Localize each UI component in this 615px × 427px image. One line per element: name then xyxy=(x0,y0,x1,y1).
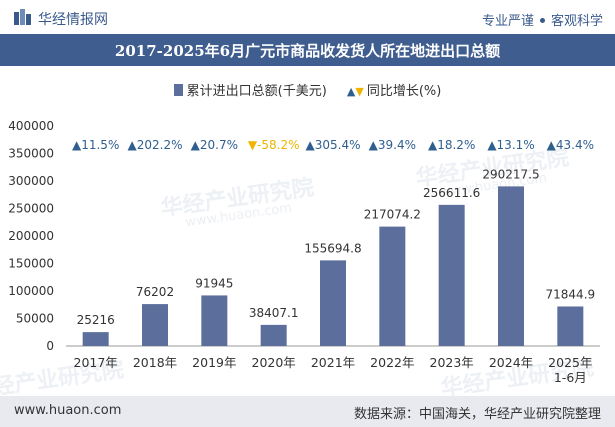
bar-value-label: 76202 xyxy=(136,285,174,299)
growth-value: 20.7% xyxy=(200,138,238,152)
bar-value-label: 71844.9 xyxy=(546,287,596,301)
triangle-up-icon: ▲ xyxy=(128,138,138,152)
y-tick-label: 200000 xyxy=(8,229,54,243)
legend-label-total: 累计进出口总额(千美元) xyxy=(186,84,327,99)
y-tick-label: 250000 xyxy=(8,202,54,216)
x-tick-line: 2019年 xyxy=(192,355,236,370)
title-bar: 2017-2025年6月广元市商品收发货人所在地进出口总额 xyxy=(0,34,615,66)
x-tick-line: 2024年 xyxy=(489,355,533,370)
x-tick-label: 2018年 xyxy=(133,355,177,370)
tagline: 专业严谨 客观科学 xyxy=(482,10,603,29)
bar-value-label: 91945 xyxy=(195,276,233,290)
bar-value-label: 217074.2 xyxy=(364,208,421,222)
legend-item-growth: ▲▼ 同比增长(%) xyxy=(347,80,441,99)
x-tick-label: 2020年 xyxy=(252,355,296,370)
legend-triangle-down-icon: ▼ xyxy=(355,85,364,98)
bar-2 xyxy=(142,304,168,346)
bar-5 xyxy=(320,260,346,346)
growth-label: ▲39.4% xyxy=(369,138,416,152)
chart-legend: 累计进出口总额(千美元) ▲▼ 同比增长(%) xyxy=(0,80,615,99)
growth-label: ▼-58.2% xyxy=(248,138,300,152)
legend-triangle-up-icon: ▲ xyxy=(346,85,356,98)
bar-1 xyxy=(82,332,109,346)
growth-label: ▲20.7% xyxy=(191,138,238,152)
growth-value: 305.4% xyxy=(315,138,361,152)
triangle-up-icon: ▲ xyxy=(72,138,82,152)
bar-6 xyxy=(379,226,406,346)
bar-8 xyxy=(498,186,524,346)
legend-label-growth: 同比增长(%) xyxy=(366,84,442,99)
footer-site[interactable]: www.huaon.com xyxy=(14,403,122,418)
x-tick-line: 2021年 xyxy=(311,355,355,370)
x-tick-label: 2019年 xyxy=(192,355,236,370)
bar-chart: 0 50000 100000 150000 200000 250000 300000 3500… xyxy=(8,119,600,385)
bar-value-label: 25216 xyxy=(77,313,115,327)
x-tick-line: 2018年 xyxy=(133,355,177,370)
footer-bar: www.huaon.com 数据来源：中国海关，华经产业研究院整理 xyxy=(0,396,615,427)
y-tick-label: 150000 xyxy=(8,257,54,271)
y-tick-label: 350000 xyxy=(8,147,54,161)
triangle-up-icon: ▲ xyxy=(369,138,379,152)
bar-4 xyxy=(260,324,287,346)
footer-source: 数据来源：中国海关，华经产业研究院整理 xyxy=(353,407,601,422)
y-tick-label: 100000 xyxy=(8,284,54,298)
triangle-down-icon: ▼ xyxy=(248,138,258,152)
x-tick-label: 2022年 xyxy=(370,355,414,370)
growth-value: 43.4% xyxy=(556,138,594,152)
tagline-left: 专业严谨 xyxy=(481,14,534,29)
y-tick-label: 50000 xyxy=(16,312,54,326)
growth-value: 13.1% xyxy=(497,138,535,152)
bar-value-label: 155694.8 xyxy=(304,241,361,255)
growth-value: 202.2% xyxy=(137,138,183,152)
x-tick-line: 2025年 xyxy=(548,355,592,370)
bar-7 xyxy=(438,204,465,346)
bar-9 xyxy=(557,306,584,346)
x-tick-line: 2017年 xyxy=(74,355,118,370)
x-tick-line: 2023年 xyxy=(430,355,474,370)
bar-value-label: 38407.1 xyxy=(249,306,299,320)
x-tick-label: 2017年 xyxy=(74,355,118,370)
top-bar: 华经情报网 专业严谨 客观科学 xyxy=(0,0,615,34)
growth-label: ▲18.2% xyxy=(428,138,475,152)
growth-value: -58.2% xyxy=(257,138,299,152)
legend-item-total: 累计进出口总额(千美元) xyxy=(173,80,327,99)
growth-label: ▲305.4% xyxy=(306,138,361,152)
y-tick-label: 0 xyxy=(46,339,54,353)
x-tick-label: 2021年 xyxy=(311,355,355,370)
growth-value: 39.4% xyxy=(378,138,416,152)
x-tick-label: 2024年 xyxy=(489,355,533,370)
x-tick-label: 2025年 1-6月 xyxy=(548,355,592,385)
growth-value: 18.2% xyxy=(437,138,475,152)
triangle-up-icon: ▲ xyxy=(306,138,316,152)
x-tick-line: 1-6月 xyxy=(554,370,587,385)
y-tick-label: 300000 xyxy=(8,174,54,188)
growth-label: ▲202.2% xyxy=(128,138,183,152)
growth-value: 11.5% xyxy=(81,138,119,152)
y-tick-label: 400000 xyxy=(8,119,54,133)
x-tick-label: 2023年 xyxy=(430,355,474,370)
growth-label: ▲11.5% xyxy=(72,138,119,152)
bar-value-label: 256611.6 xyxy=(423,186,480,200)
bar-3 xyxy=(201,295,228,346)
brand-name: 华经情报网 xyxy=(38,12,108,28)
x-tick-line: 2022年 xyxy=(370,355,414,370)
chart-title: 2017-2025年6月广元市商品收发货人所在地进出口总额 xyxy=(114,42,501,60)
x-tick-line: 2020年 xyxy=(252,355,296,370)
triangle-up-icon: ▲ xyxy=(487,138,497,152)
triangle-up-icon: ▲ xyxy=(191,138,201,152)
triangle-up-icon: ▲ xyxy=(547,138,557,152)
tagline-dot-icon xyxy=(539,18,545,23)
huajing-logo-icon xyxy=(14,9,31,25)
growth-label: ▲13.1% xyxy=(487,138,534,152)
triangle-up-icon: ▲ xyxy=(428,138,438,152)
growth-label: ▲43.4% xyxy=(547,138,594,152)
bar-value-label: 290217.5 xyxy=(482,167,539,181)
tagline-right: 客观科学 xyxy=(550,14,603,29)
legend-bar-swatch-icon xyxy=(173,84,183,96)
